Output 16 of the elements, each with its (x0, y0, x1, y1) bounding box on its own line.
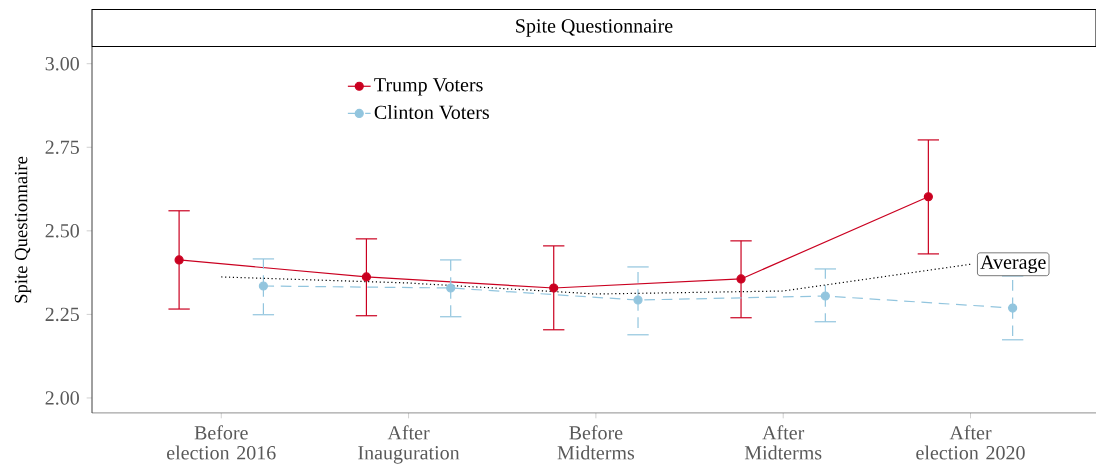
x-tick-label: Before election 2016 (167, 425, 276, 460)
legend-label: Clinton Voters (374, 105, 489, 120)
y-tick-label: 2.00 (45, 391, 79, 405)
x-tick-label: Before Midterms (557, 425, 635, 460)
x-tick-label: After Midterms (744, 425, 822, 460)
line-series (220, 263, 972, 295)
y-tick-label: 2.25 (45, 307, 79, 322)
x-tick-label: After election 2020 (916, 425, 1025, 460)
y-tick-label: 2.75 (45, 140, 79, 155)
legend-label: Trump Voters (374, 78, 483, 96)
y-tick-label: 3.00 (45, 56, 79, 71)
chart-title: Spite Questionnaire (516, 19, 673, 37)
annotation: Average (980, 255, 1046, 274)
y-axis-title: Spite Questionnaire (14, 156, 32, 303)
x-tick-label: After Inauguration (358, 425, 460, 464)
y-tick-label: 2.50 (45, 224, 79, 238)
